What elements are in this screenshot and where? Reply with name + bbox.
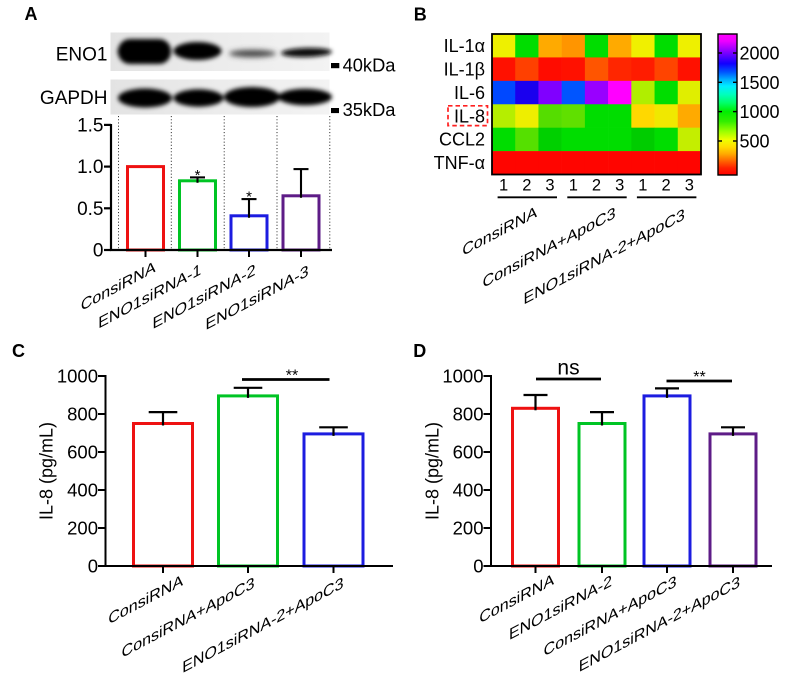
svg-text:2: 2 — [662, 176, 671, 194]
svg-text:IL-1β: IL-1β — [444, 59, 485, 79]
svg-text:3: 3 — [615, 176, 624, 194]
svg-text:200: 200 — [67, 517, 98, 538]
svg-text:*: * — [246, 189, 252, 206]
svg-text:CCL2: CCL2 — [439, 130, 485, 150]
svg-text:IL-6: IL-6 — [454, 83, 485, 103]
svg-text:D: D — [413, 341, 426, 361]
svg-text:3: 3 — [545, 176, 554, 194]
svg-text:200: 200 — [453, 517, 484, 538]
svg-text:**: ** — [693, 369, 705, 386]
svg-text:C: C — [12, 341, 25, 361]
svg-text:1000: 1000 — [57, 365, 98, 386]
svg-text:IL-1α: IL-1α — [444, 36, 485, 56]
svg-text:1: 1 — [499, 176, 508, 194]
svg-text:800: 800 — [453, 403, 484, 424]
svg-text:400: 400 — [67, 479, 98, 500]
svg-text:1000: 1000 — [442, 365, 483, 386]
svg-text:2: 2 — [592, 176, 601, 194]
svg-text:**: ** — [286, 368, 298, 385]
svg-text:1000: 1000 — [740, 102, 780, 122]
svg-text:ns: ns — [557, 357, 579, 380]
svg-text:600: 600 — [67, 441, 98, 462]
svg-text:1500: 1500 — [740, 73, 780, 93]
svg-text:IL-8 (pg/mL): IL-8 (pg/mL) — [423, 422, 443, 520]
svg-text:2: 2 — [522, 176, 531, 194]
svg-text:0: 0 — [473, 555, 483, 576]
svg-text:TNF-α: TNF-α — [434, 153, 485, 173]
svg-text:A: A — [25, 4, 38, 24]
svg-text:1: 1 — [569, 176, 578, 194]
svg-text:3: 3 — [685, 176, 694, 194]
svg-text:500: 500 — [740, 132, 770, 152]
svg-text:1.0: 1.0 — [77, 157, 103, 178]
svg-text:IL-8 (pg/mL): IL-8 (pg/mL) — [37, 422, 57, 520]
svg-text:400: 400 — [453, 479, 484, 500]
svg-text:0: 0 — [88, 555, 98, 576]
svg-text:ENO1: ENO1 — [56, 45, 108, 66]
svg-text:1.5: 1.5 — [77, 115, 103, 136]
svg-text:*: * — [195, 167, 201, 184]
svg-text:IL-8: IL-8 — [454, 106, 485, 126]
svg-text:0.5: 0.5 — [77, 199, 103, 220]
svg-text:800: 800 — [67, 403, 98, 424]
svg-text:0: 0 — [93, 241, 104, 262]
svg-text:B: B — [414, 5, 427, 25]
svg-text:1: 1 — [638, 176, 647, 194]
svg-text:600: 600 — [453, 441, 484, 462]
svg-text:GAPDH: GAPDH — [40, 88, 108, 109]
svg-text:35kDa: 35kDa — [343, 99, 397, 120]
svg-text:40kDa: 40kDa — [343, 55, 397, 76]
svg-text:2000: 2000 — [740, 44, 780, 64]
